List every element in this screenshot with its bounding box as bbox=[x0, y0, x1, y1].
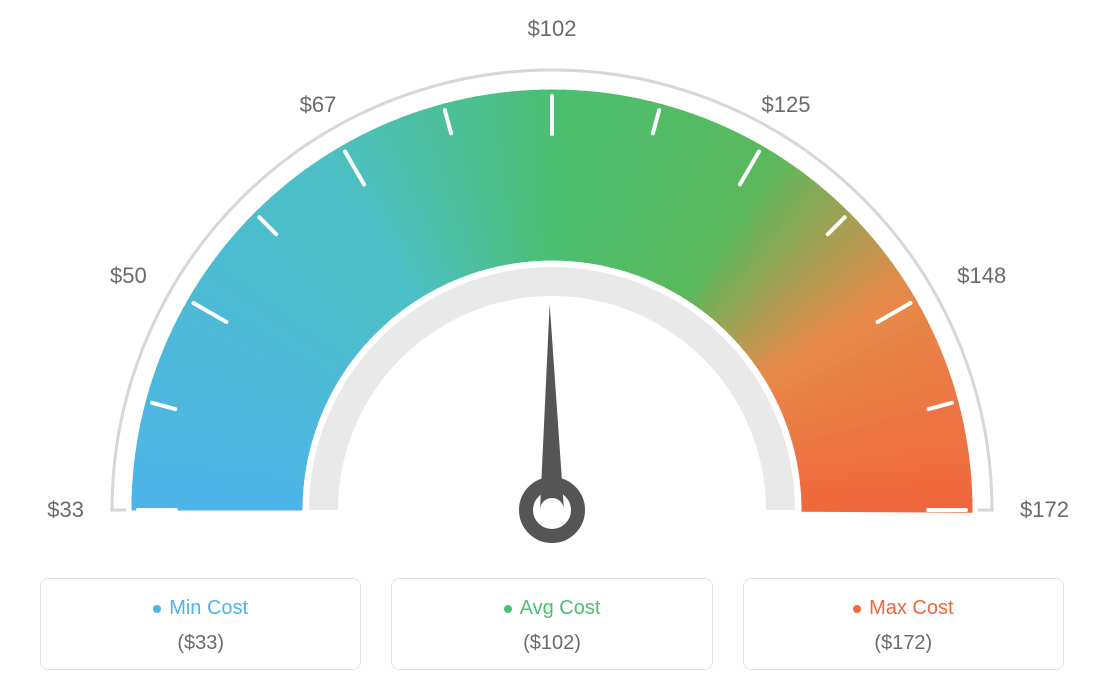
gauge-chart-container: $33 $50 $67 $102 $125 $148 $172 Min Cost ($33)… bbox=[0, 0, 1104, 690]
legend-value-max: ($172) bbox=[754, 632, 1053, 655]
gauge-tick-label: $67 bbox=[300, 92, 337, 118]
legend-label-avg: Avg Cost bbox=[520, 597, 601, 620]
legend-card-min: Min Cost ($33) bbox=[40, 578, 361, 670]
legend-label-max: Max Cost bbox=[869, 597, 953, 620]
gauge-tick-label: $148 bbox=[957, 263, 1006, 289]
legend-card-avg: Avg Cost ($102) bbox=[391, 578, 712, 670]
gauge-area: $33 $50 $67 $102 $125 $148 $172 bbox=[0, 0, 1104, 560]
legend-value-min: ($33) bbox=[51, 632, 350, 655]
gauge-tick-label: $102 bbox=[528, 16, 577, 42]
legend-dot-max bbox=[853, 605, 861, 613]
legend-title-max: Max Cost bbox=[853, 597, 953, 620]
gauge-tick-label: $50 bbox=[110, 263, 147, 289]
legend-label-min: Min Cost bbox=[169, 597, 248, 620]
legend-dot-min bbox=[153, 605, 161, 613]
gauge-svg bbox=[0, 0, 1104, 560]
gauge-tick-label: $125 bbox=[762, 92, 811, 118]
legend-title-avg: Avg Cost bbox=[504, 597, 601, 620]
gauge-tick-label: $172 bbox=[1020, 497, 1069, 523]
legend-title-min: Min Cost bbox=[153, 597, 248, 620]
legend-card-max: Max Cost ($172) bbox=[743, 578, 1064, 670]
legend-value-avg: ($102) bbox=[402, 632, 701, 655]
gauge-tick-label: $33 bbox=[47, 497, 84, 523]
legend-dot-avg bbox=[504, 605, 512, 613]
legend-row: Min Cost ($33) Avg Cost ($102) Max Cost … bbox=[0, 578, 1104, 670]
